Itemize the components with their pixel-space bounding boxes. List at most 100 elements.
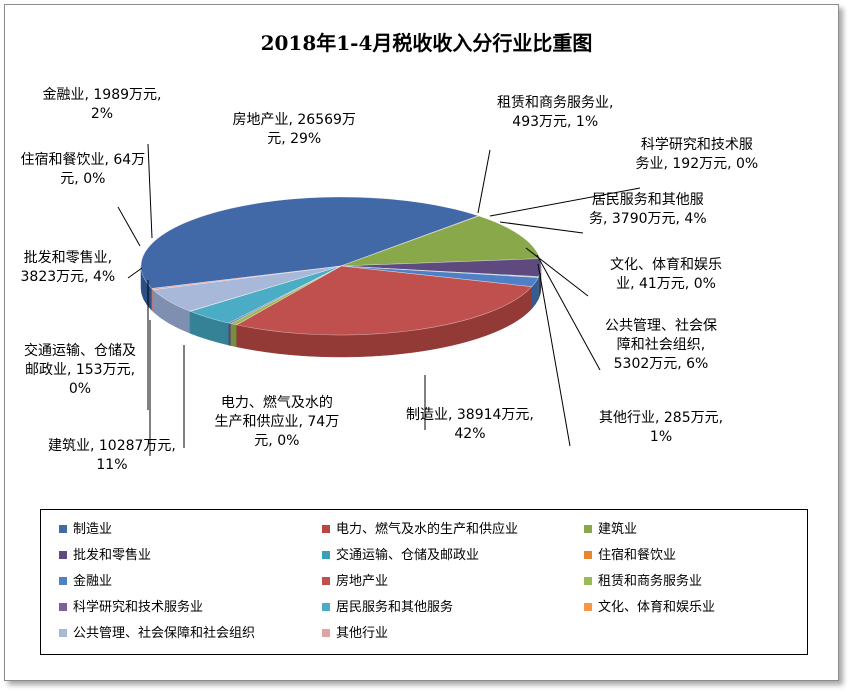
legend-item: 科学研究和技术服务业 [59, 596, 203, 615]
data-label-line: 房地产业, 26569万 [232, 112, 356, 128]
data-label-line: 3823万元, 4% [20, 269, 116, 285]
data-label-line: 制造业, 38914万元, [406, 407, 534, 423]
legend-label: 房地产业 [336, 574, 389, 589]
data-label-line: 元, 0% [60, 171, 106, 187]
data-label-10: 科学研究和技术服 务业, 192万元, 0% [636, 136, 759, 174]
data-label-line: 批发和零售业, [23, 250, 113, 266]
leader-line-12 [525, 247, 589, 297]
data-label-line: 11% [96, 457, 128, 473]
leader-line-4 [127, 267, 143, 279]
data-label-12: 文化、体育和娱乐 业, 41万元, 0% [610, 256, 722, 294]
data-label-line: 务, 3790万元, 4% [589, 211, 707, 227]
data-label-3: 建筑业, 10287万元, 11% [48, 437, 176, 475]
data-label-line: 2% [90, 106, 114, 122]
data-label-line: 业, 41万元, 0% [616, 276, 716, 292]
legend-item: 其他行业 [322, 622, 388, 641]
legend-item: 住宿和餐饮业 [584, 544, 676, 563]
legend-label: 交通运输、仓储及邮政业 [336, 548, 480, 563]
legend-label: 建筑业 [598, 522, 638, 537]
legend-swatch [59, 550, 67, 559]
legend-item: 制造业 [59, 518, 112, 537]
pie-slice-3 [340, 215, 541, 267]
pie-slice-1 [140, 196, 480, 289]
pie-wall-9 [230, 323, 237, 348]
chart-title: 2018年1-4月税收收入分行业比重图 [260, 31, 593, 55]
leader-line-14 [537, 263, 571, 447]
data-label-11: 居民服务和其他服 务, 3790万元, 4% [589, 191, 707, 229]
data-label-line: 生产和供应业, 74万 [214, 413, 340, 430]
pie-slice-8 [235, 265, 533, 336]
legend-swatch [584, 576, 592, 585]
data-label-line: 42% [454, 426, 486, 442]
data-label-line: 元, 0% [254, 432, 300, 449]
data-label-9: 租赁和商务服务业, 493万元, 1% [497, 94, 613, 132]
legend-label: 批发和零售业 [73, 548, 152, 563]
pie-wall-10 [228, 322, 232, 346]
data-label-line: 障和社会组织, [616, 336, 706, 353]
legend-item: 文化、体育和娱乐业 [584, 596, 715, 615]
data-label-line: 科学研究和技术服 [640, 137, 753, 153]
data-label-line: 元, 29% [267, 131, 322, 147]
data-label-line: 493万元, 1% [512, 114, 599, 130]
data-label-line: 公共管理、社会保 [605, 317, 717, 334]
data-label-line: 邮政业, 153万元, [24, 361, 136, 378]
leader-line-13 [536, 254, 601, 371]
data-label-line: 0% [68, 380, 92, 397]
data-label-8: 房地产业, 26569万 元, 29% [233, 111, 356, 149]
legend-swatch [584, 550, 592, 559]
pie-slice-14 [151, 265, 342, 291]
data-label-line: 5302万元, 6% [613, 355, 709, 372]
data-label-1: 制造业, 38914万元, 42% [406, 406, 534, 444]
legend-swatch [59, 576, 67, 585]
legend-label: 公共管理、社会保障和社会组织 [73, 626, 256, 641]
leader-line-11 [499, 221, 584, 234]
legend-label: 文化、体育和娱乐业 [598, 600, 716, 615]
legend-item: 电力、燃气及水的生产和供应业 [322, 518, 518, 537]
pie-side-walls [140, 265, 542, 358]
legend-item: 金融业 [59, 570, 112, 589]
legend-label: 科学研究和技术服务业 [73, 600, 204, 615]
legend-swatch [59, 602, 67, 611]
legend-label: 电力、燃气及水的生产和供应业 [336, 522, 519, 537]
pie-top-slices [140, 196, 542, 336]
legend-swatch [322, 524, 330, 533]
data-label-line: 交通运输、仓储及 [24, 342, 136, 359]
legend-swatch [584, 602, 592, 611]
data-label-line: 电力、燃气及水的 [220, 394, 333, 411]
data-label-line: 居民服务和其他服 [591, 192, 704, 208]
leader-line-9 [477, 149, 491, 214]
data-label-line: 务业, 192万元, 0% [635, 156, 759, 172]
data-label-line: 文化、体育和娱乐 [610, 257, 722, 273]
data-label-line: 其他行业, 285万元, [599, 410, 724, 426]
legend-item: 房地产业 [322, 570, 388, 589]
legend-swatch [59, 628, 67, 637]
legend-swatch [59, 524, 67, 533]
legend-label: 其他行业 [336, 626, 389, 641]
data-label-line: 建筑业, 10287万元, [48, 438, 176, 454]
legend-label: 居民服务和其他服务 [336, 600, 454, 615]
legend-item: 居民服务和其他服务 [322, 596, 453, 615]
legend-label: 制造业 [73, 522, 113, 537]
legend-swatch [322, 576, 330, 585]
legend-item: 公共管理、社会保障和社会组织 [59, 622, 255, 641]
legend-label: 租赁和商务服务业 [598, 574, 703, 589]
data-label-6: 住宿和餐饮业, 64万 元, 0% [21, 151, 146, 189]
legend-label: 住宿和餐饮业 [598, 548, 677, 563]
data-label-14: 其他行业, 285万元, 1% [599, 409, 723, 447]
leader-line-10 [489, 187, 641, 217]
data-label-5: 交通运输、仓储及 邮政业, 153万元, 0% [24, 342, 136, 399]
legend-swatch [322, 602, 330, 611]
data-label-line: 租赁和商务服务业, [497, 95, 614, 111]
legend-item: 批发和零售业 [59, 544, 151, 563]
legend-swatch [322, 550, 330, 559]
leader-lines [117, 143, 641, 456]
legend-item: 建筑业 [584, 518, 637, 537]
legend: 制造业 电力、燃气及水的生产和供应业 建筑业批发和零售业 交通运输、仓储及邮政业 住宿和… [40, 509, 808, 655]
data-label-2: 电力、燃气及水的 生产和供应业, 74万 元, 0% [215, 394, 340, 451]
legend-label: 金融业 [73, 574, 113, 589]
legend-swatch [322, 628, 330, 637]
legend-swatch [584, 524, 592, 533]
leader-line-6 [117, 206, 141, 247]
data-label-line: 1% [649, 429, 673, 445]
